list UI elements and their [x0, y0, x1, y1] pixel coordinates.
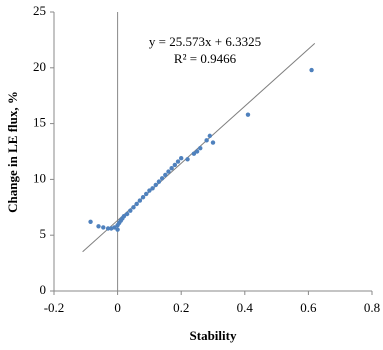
- x-axis-label: Stability: [190, 328, 237, 343]
- y-tick-label: 0: [40, 282, 47, 297]
- point: [159, 176, 165, 181]
- point: [101, 225, 106, 230]
- point: [105, 226, 111, 231]
- x-tick-label: 0.2: [173, 300, 189, 315]
- point: [147, 188, 152, 193]
- point: [169, 166, 174, 171]
- y-tick-label: 5: [40, 226, 47, 241]
- point: [124, 211, 130, 217]
- point: [166, 169, 171, 174]
- point: [179, 155, 184, 161]
- point: [156, 179, 162, 184]
- point: [163, 172, 168, 178]
- y-tick-label: 10: [33, 170, 46, 185]
- x-tick-label: 0.4: [237, 300, 254, 315]
- point: [112, 225, 117, 230]
- point: [128, 208, 133, 213]
- y-tick-label: 20: [33, 59, 46, 74]
- point: [172, 162, 178, 168]
- point: [245, 112, 251, 117]
- point: [140, 195, 146, 200]
- trend-equation: y = 25.573x + 6.3325: [149, 34, 261, 49]
- x-tick-label: 0.8: [364, 300, 380, 315]
- y-tick-label: 15: [33, 115, 46, 130]
- y-axis-label: Change in LE flux, %: [5, 91, 20, 213]
- r-squared: R² = 0.9466: [174, 51, 237, 66]
- x-tick-label: 0.6: [300, 300, 317, 315]
- point: [96, 224, 101, 229]
- point: [131, 205, 136, 210]
- point: [175, 159, 181, 164]
- point: [194, 149, 200, 154]
- point: [137, 198, 143, 203]
- point: [88, 219, 93, 225]
- point: [207, 133, 213, 139]
- point: [309, 67, 314, 73]
- point: [144, 191, 149, 197]
- x-tick-label: -0.2: [44, 300, 65, 315]
- point: [198, 145, 203, 151]
- point: [115, 227, 120, 232]
- point: [121, 214, 127, 219]
- point: [204, 138, 209, 143]
- y-tick-label: 25: [33, 3, 46, 18]
- point: [153, 182, 158, 188]
- x-tick-label: 0: [114, 300, 121, 315]
- point: [134, 201, 139, 207]
- point: [150, 186, 155, 191]
- point: [210, 140, 216, 145]
- point: [191, 151, 197, 156]
- point: [185, 157, 190, 162]
